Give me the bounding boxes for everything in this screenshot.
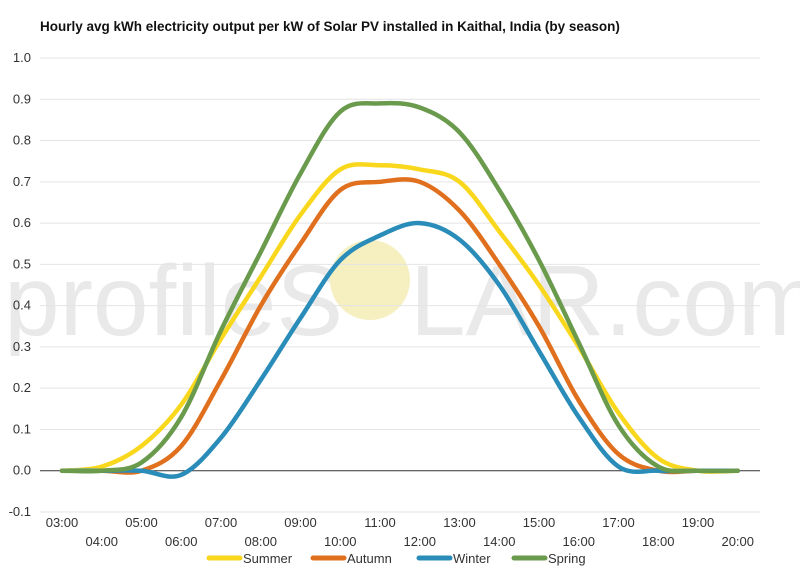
- watermark-left: profileS: [4, 245, 343, 357]
- x-tick-label: 15:00: [523, 515, 556, 530]
- legend-label: Winter: [453, 551, 491, 566]
- legend-label: Spring: [548, 551, 586, 566]
- x-tick-label: 07:00: [205, 515, 238, 530]
- x-tick-label: 19:00: [682, 515, 715, 530]
- y-axis-ticks: 1.0 0.9 0.8 0.7 0.6 0.5 0.4 0.3 0.2 0.1 0.0 -0.1: [9, 50, 31, 519]
- series-line-winter: [59, 220, 740, 479]
- y-tick-label: 0.4: [13, 298, 31, 313]
- watermark: profileS LAR.com: [4, 240, 800, 357]
- y-tick-label: 0.1: [13, 421, 31, 436]
- series-line-spring: [59, 100, 740, 474]
- y-tick-label: 0.8: [13, 133, 31, 148]
- x-tick-label: 13:00: [443, 515, 476, 530]
- y-tick-label: 0.7: [13, 174, 31, 189]
- x-axis-ticks: 03:00 04:00 05:00 06:00 07:00 08:00 09:00 10:00…: [46, 515, 754, 549]
- x-tick-label: 08:00: [244, 534, 277, 549]
- x-tick-label: 11:00: [364, 515, 396, 530]
- x-tick-label: 14:00: [483, 534, 516, 549]
- x-tick-label: 16:00: [562, 534, 595, 549]
- x-tick-label: 09:00: [284, 515, 317, 530]
- y-tick-label: 0.5: [13, 256, 31, 271]
- y-tick-label: 0.2: [13, 380, 31, 395]
- legend-label: Autumn: [347, 551, 392, 566]
- x-tick-label: 18:00: [642, 534, 675, 549]
- y-tick-label: 0.3: [13, 339, 31, 354]
- legend-label: Summer: [243, 551, 293, 566]
- y-tick-label: 1.0: [13, 50, 31, 65]
- watermark-right: LAR.com: [410, 245, 800, 357]
- series-lines: [59, 100, 740, 479]
- grid: [40, 57, 760, 513]
- x-tick-label: 03:00: [46, 515, 79, 530]
- x-tick-label: 06:00: [165, 534, 198, 549]
- series-line-autumn: [59, 177, 740, 475]
- x-tick-label: 12:00: [403, 534, 436, 549]
- legend-item-winter[interactable]: Winter: [416, 551, 491, 566]
- legend-item-autumn[interactable]: Autumn: [310, 551, 392, 566]
- y-tick-label: 0.9: [13, 91, 31, 106]
- y-tick-label: 0.6: [13, 215, 31, 230]
- series-line-summer: [59, 162, 740, 474]
- x-tick-label: 05:00: [125, 515, 158, 530]
- watermark-sun-logo: [330, 240, 410, 320]
- x-tick-label: 20:00: [721, 534, 754, 549]
- y-tick-label: 0.0: [13, 463, 31, 478]
- x-tick-label: 04:00: [85, 534, 118, 549]
- x-tick-label: 17:00: [602, 515, 635, 530]
- x-tick-label: 10:00: [324, 534, 357, 549]
- y-tick-label: -0.1: [9, 504, 31, 519]
- legend-item-spring[interactable]: Spring: [511, 551, 586, 566]
- legend[interactable]: Summer Autumn Winter Spring: [206, 551, 586, 566]
- legend-item-summer[interactable]: Summer: [206, 551, 293, 566]
- chart-title: Hourly avg kWh electricity output per kW…: [40, 19, 620, 34]
